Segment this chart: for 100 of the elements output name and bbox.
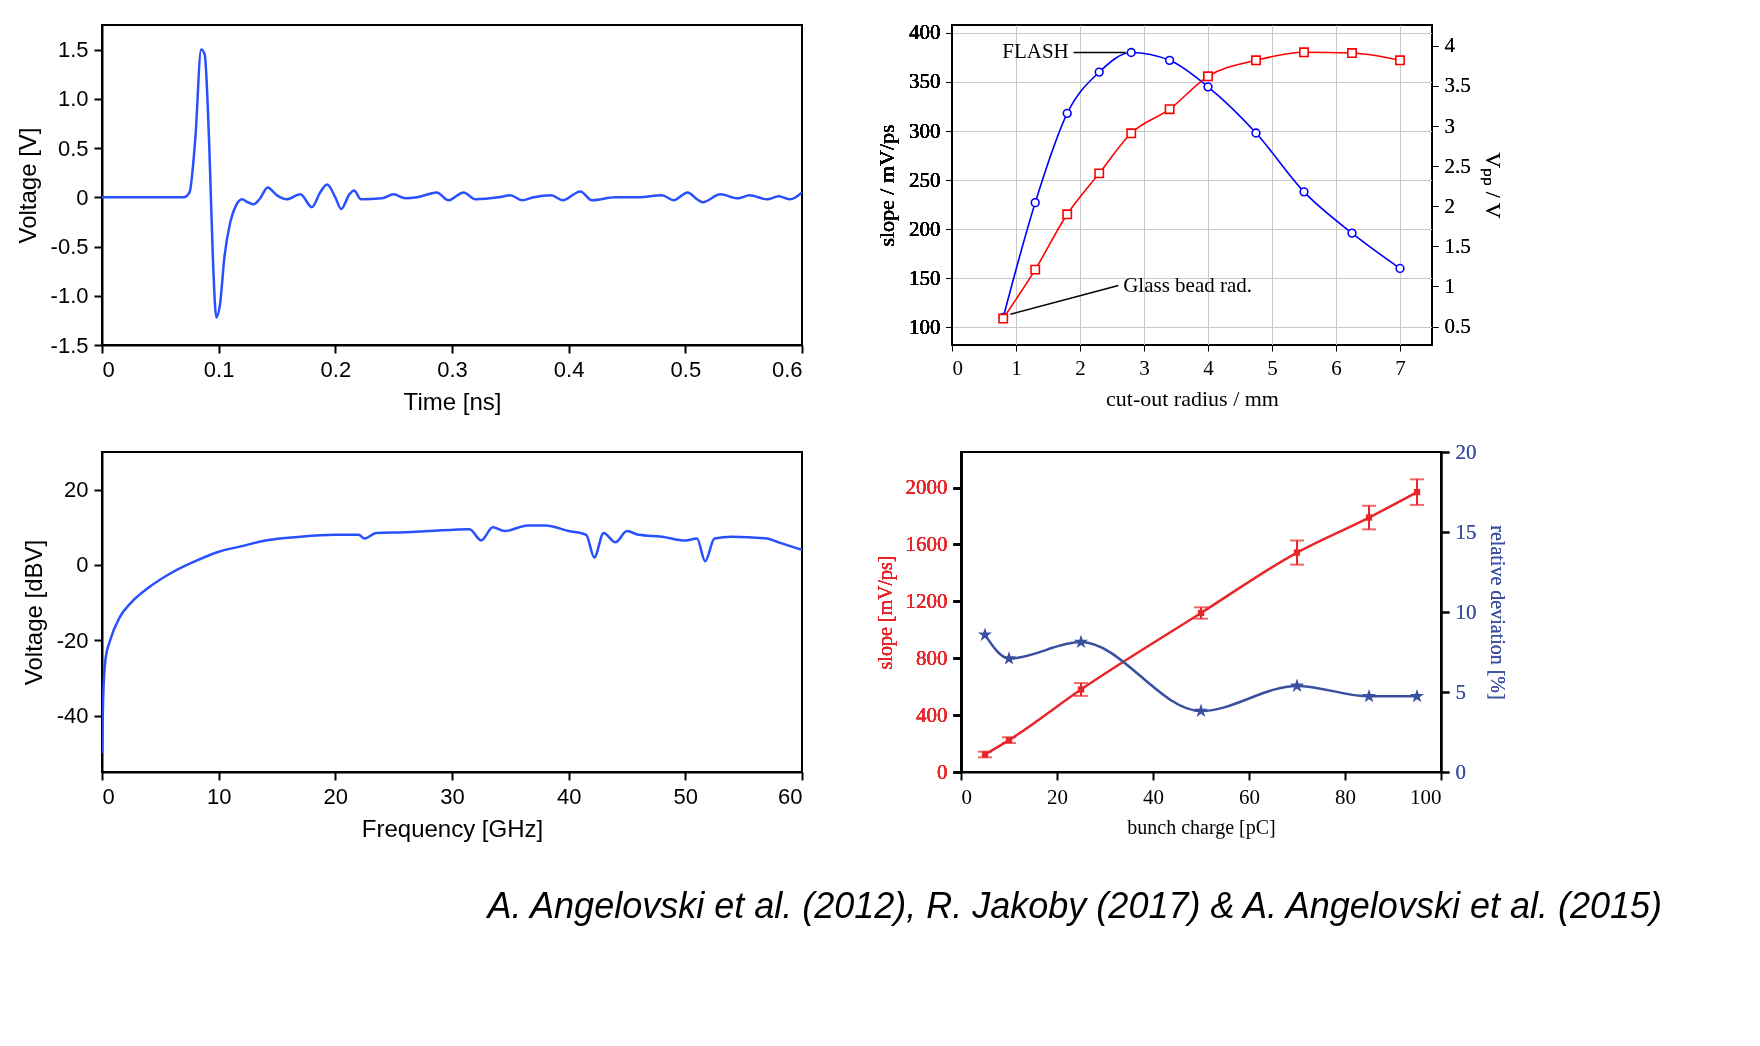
point [1193, 703, 1209, 718]
point [1251, 55, 1261, 66]
point [1062, 209, 1073, 220]
y-tick-label: 0 [76, 184, 89, 210]
x-tick-label: 40 [1143, 784, 1164, 809]
point [1073, 634, 1089, 649]
y2-axis-title: relative deviation [%] [1486, 525, 1509, 700]
point [1203, 71, 1213, 82]
point [1361, 688, 1377, 703]
y-tick-label: 400 [916, 702, 948, 727]
y2-tick-label: 1.5 [1444, 233, 1471, 258]
y2-tick-label: 15 [1455, 519, 1477, 544]
y-tick-label: 150 [909, 265, 941, 290]
point [1094, 67, 1104, 77]
x-tick-label: 100 [1410, 784, 1442, 809]
y-tick-label: 1.0 [57, 86, 89, 112]
y-tick-label: 1.5 [57, 37, 89, 63]
x-axis-title: bunch charge [pC] [1127, 815, 1276, 839]
annotation: Glass bead rad. [1123, 272, 1253, 297]
x-tick-label: 0.4 [553, 356, 585, 382]
y-tick-label: 200 [909, 216, 941, 241]
x-tick-label: 5 [1267, 355, 1278, 380]
y2-tick-label: 10 [1455, 599, 1477, 624]
x-tick-label: 0 [102, 783, 115, 809]
y-tick-label: 300 [909, 118, 941, 143]
point [1164, 104, 1175, 115]
y-tick-label: 250 [909, 167, 941, 192]
x-tick-label: 20 [323, 783, 349, 809]
y-tick-label: -1.5 [50, 332, 89, 358]
point [1126, 47, 1136, 58]
point [1299, 187, 1309, 197]
y-tick-label: 1200 [905, 588, 948, 613]
y-tick-label: -40 [56, 703, 89, 729]
y-axis-title: slope / mV/ps [874, 124, 899, 247]
y-tick-label: -20 [56, 627, 89, 653]
y2-tick-label: 3 [1444, 113, 1455, 138]
x-tick-label: 4 [1203, 355, 1215, 380]
annotation: FLASH [1002, 39, 1069, 64]
x-tick-label: 20 [1047, 784, 1068, 809]
y-tick-label: 2000 [905, 475, 948, 500]
y-tick-label: 0 [76, 552, 89, 578]
y2-tick-label: 5 [1455, 679, 1466, 704]
x-tick-label: 50 [673, 783, 699, 809]
line-series [102, 524, 802, 755]
x-tick-label: 1 [1011, 355, 1022, 380]
y-tick-label: 0 [937, 759, 948, 784]
point [1030, 264, 1041, 275]
y-tick-label: -1.0 [50, 283, 89, 309]
y2-tick-label: 2.5 [1444, 153, 1471, 178]
y-axis-title: slope [mV/ps] [873, 555, 897, 670]
x-tick-label: 40 [556, 783, 582, 809]
x-tick-label: 0.3 [437, 356, 468, 382]
x-tick-label: 0.6 [771, 356, 803, 382]
y-tick-label: 0.5 [57, 135, 89, 161]
point [1347, 48, 1357, 59]
x-tick-label: 2 [1075, 355, 1086, 380]
y2-tick-label: 4 [1444, 33, 1456, 58]
x-tick-label: 10 [206, 783, 232, 809]
line-series [102, 48, 802, 319]
point [977, 627, 993, 641]
point [1094, 168, 1105, 179]
point [1164, 55, 1175, 65]
point [1347, 228, 1357, 238]
y2-tick-label: 0.5 [1444, 314, 1471, 339]
y2-tick-label: 3.5 [1444, 73, 1471, 98]
point [1062, 108, 1072, 119]
y-tick-label: 400 [909, 20, 941, 45]
point [1126, 128, 1137, 139]
y-tick-label: 800 [916, 645, 948, 670]
x-tick-label: 80 [1335, 784, 1356, 809]
point [1251, 128, 1261, 138]
x-tick-label: 0.2 [320, 356, 352, 382]
y2-tick-label: 0 [1455, 759, 1466, 784]
y-tick-label: -0.5 [50, 234, 89, 260]
x-tick-label: 60 [778, 783, 803, 809]
point [1289, 678, 1305, 692]
y2-tick-label: 2 [1444, 193, 1455, 218]
point [1409, 688, 1425, 703]
y-axis-title: Voltage [dBV] [19, 539, 47, 686]
x-tick-label: 0 [961, 784, 972, 809]
x-axis-title: cut-out radius / mm [1106, 385, 1279, 411]
y-axis-title: Voltage [V] [13, 127, 41, 244]
y2-axis-title: Vₚₚ / V [1479, 152, 1506, 219]
point [1299, 47, 1309, 58]
y-tick-label: 100 [909, 314, 941, 339]
y-tick-label: 1600 [905, 531, 948, 556]
point [1203, 82, 1213, 92]
x-axis-title: Time [ns] [403, 387, 502, 415]
y-tick-label: 350 [909, 69, 941, 94]
text: A. Angelovski et al. (2012), R. Jakoby (2017) & A. Angelovski et al. (2015) [485, 885, 1662, 926]
x-tick-label: 3 [1139, 355, 1150, 380]
y2-tick-label: 1 [1444, 273, 1455, 298]
x-tick-label: 60 [1239, 784, 1260, 809]
x-tick-label: 30 [440, 783, 465, 809]
point [1395, 55, 1405, 66]
x-tick-label: 7 [1395, 355, 1406, 380]
x-axis-title: Frequency [GHz] [361, 814, 544, 842]
point [1395, 263, 1405, 274]
y2-tick-label: 20 [1455, 439, 1477, 464]
x-tick-label: 6 [1331, 355, 1342, 380]
